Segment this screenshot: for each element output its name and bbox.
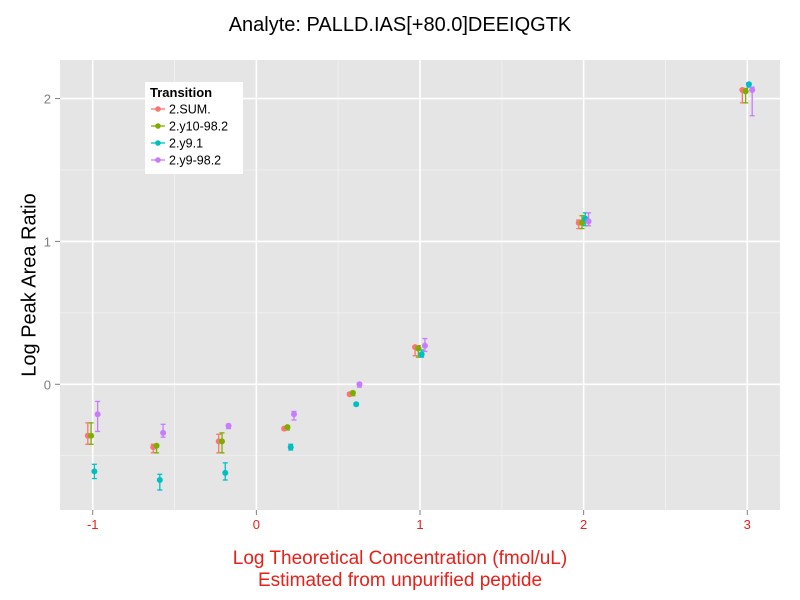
data-point: [291, 411, 297, 418]
chart-title: Analyte: PALLD.IAS[+80.0]DEEIQGTK: [228, 14, 572, 36]
data-point: [415, 345, 422, 352]
y-tick-label: 0: [44, 377, 51, 392]
data-point: [353, 401, 360, 408]
data-point: [219, 438, 225, 445]
data-point: [160, 429, 167, 436]
legend-label: 2.y9.1: [169, 137, 203, 151]
x-axis-label-line1: Log Theoretical Concentration (fmol/uL): [232, 548, 568, 569]
data-point: [284, 424, 291, 431]
x-tick-label: 2: [580, 517, 587, 532]
data-point: [749, 87, 756, 93]
data-points: [84, 81, 756, 483]
legend-label: 2.y9-98.2: [169, 154, 221, 168]
legend-item: 2.y9.1: [151, 137, 203, 151]
y-tick-label: 2: [44, 92, 51, 107]
legend-key-point: [155, 106, 161, 112]
legend-item: 2.y9-98.2: [151, 154, 221, 168]
legend-item: 2.y10-98.2: [151, 120, 228, 134]
legend-key-point: [155, 123, 161, 129]
legend: Transition 2.SUM. 2.y10-98.2 2.y9.1 2.y9-98…: [145, 82, 243, 174]
data-point: [579, 219, 585, 226]
legend-key-point: [155, 140, 161, 146]
x-axis-label-line2: Estimated from unpurified peptide: [257, 570, 543, 591]
y-tick-label: 1: [44, 234, 51, 249]
legend-title: Transition: [150, 85, 212, 100]
data-point: [94, 411, 101, 418]
x-tick-label: 1: [416, 517, 423, 532]
data-point: [222, 469, 229, 476]
x-tick-label: 3: [744, 517, 751, 532]
data-point: [156, 477, 163, 483]
data-point: [287, 444, 294, 451]
legend-label: 2.SUM.: [169, 103, 211, 117]
legend-box: [145, 82, 243, 174]
data-point: [88, 432, 95, 439]
data-point: [153, 442, 160, 449]
y-axis-label: Log Peak Area Ratio: [18, 193, 41, 377]
data-point: [742, 88, 749, 95]
data-point: [585, 218, 592, 225]
legend-item: 2.SUM.: [151, 103, 211, 117]
data-point: [418, 351, 425, 358]
x-axis-label: Log Theoretical Concentration (fmol/uL) …: [0, 548, 800, 592]
legend-key-point: [155, 157, 161, 163]
x-tick-label: -1: [87, 517, 99, 532]
data-point: [349, 389, 356, 396]
data-point: [91, 468, 98, 475]
data-point: [356, 381, 363, 388]
axes: -1 0 1 2 3 0 1 2: [44, 92, 751, 532]
x-tick-label: 0: [253, 517, 260, 532]
data-point: [225, 422, 232, 429]
data-point: [421, 342, 428, 349]
legend-label: 2.y10-98.2: [169, 120, 228, 134]
data-point: [745, 81, 752, 88]
